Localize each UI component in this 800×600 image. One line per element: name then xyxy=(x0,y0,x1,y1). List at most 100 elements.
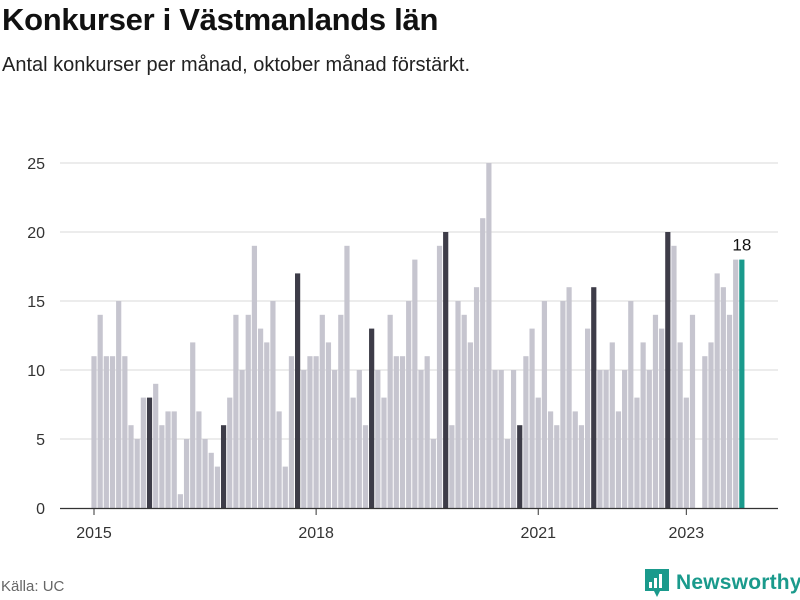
bar xyxy=(726,314,733,508)
bar xyxy=(517,425,523,508)
y-tick-label: 25 xyxy=(27,156,45,173)
bar xyxy=(202,439,208,508)
y-tick-label: 15 xyxy=(27,294,45,311)
bar xyxy=(134,439,140,508)
bar-chart: 0 5 10 15 20 25 2015 2018 2021 2023 18 xyxy=(27,156,778,542)
y-axis-tick-labels: 0 5 10 15 20 25 xyxy=(27,156,45,518)
bar xyxy=(714,273,720,508)
bar xyxy=(665,232,671,508)
bar xyxy=(362,425,369,508)
bar xyxy=(97,314,103,508)
bar xyxy=(498,370,504,508)
x-tick-label: 2023 xyxy=(669,525,705,542)
bar xyxy=(183,439,190,508)
bar xyxy=(369,328,375,508)
bar xyxy=(634,397,640,508)
bar xyxy=(190,342,196,508)
x-tick-label: 2018 xyxy=(298,525,334,542)
bar xyxy=(153,383,159,508)
bar xyxy=(146,397,153,508)
bar xyxy=(541,301,548,508)
bar xyxy=(566,287,572,508)
bar xyxy=(171,411,177,508)
bar xyxy=(603,370,609,508)
bar xyxy=(640,342,646,508)
bar xyxy=(504,439,510,508)
bar xyxy=(443,232,449,508)
x-axis: 2015 2018 2021 2023 xyxy=(60,507,778,542)
y-tick-label: 5 xyxy=(36,432,45,449)
bar xyxy=(683,397,689,508)
chart-subtitle: Antal konkurser per månad, oktober månad… xyxy=(2,54,471,76)
bar xyxy=(646,370,652,508)
bar xyxy=(461,314,467,508)
bar xyxy=(535,397,541,508)
bar xyxy=(220,425,227,508)
bar xyxy=(529,328,535,508)
bar xyxy=(739,259,745,508)
bar xyxy=(399,356,406,508)
bar xyxy=(165,411,171,508)
bar xyxy=(233,314,239,508)
bar xyxy=(375,370,381,508)
bar xyxy=(270,301,276,508)
y-tick-label: 20 xyxy=(27,225,45,242)
bar xyxy=(338,314,344,508)
bar xyxy=(677,342,683,508)
bar xyxy=(387,314,393,508)
x-tick-label: 2015 xyxy=(76,525,112,542)
bar xyxy=(91,356,97,508)
bar xyxy=(159,425,165,508)
bar xyxy=(307,356,313,508)
bar xyxy=(430,439,436,508)
bar xyxy=(319,314,325,508)
bar xyxy=(554,425,560,508)
bar xyxy=(467,342,473,508)
brand-name: Newsworthy xyxy=(676,571,800,594)
y-tick-label: 10 xyxy=(27,363,45,380)
bar xyxy=(560,301,566,508)
bar xyxy=(325,342,332,508)
bar xyxy=(301,370,307,508)
bar xyxy=(295,273,301,508)
source-note: Källa: UC xyxy=(1,578,65,595)
bars xyxy=(91,163,745,509)
bar xyxy=(177,494,183,508)
bar xyxy=(486,163,492,508)
bar xyxy=(116,301,122,508)
bar xyxy=(671,245,677,509)
bar xyxy=(622,370,628,508)
bar xyxy=(733,259,739,508)
bar xyxy=(412,259,418,508)
annotations: 18 xyxy=(732,236,751,255)
bar xyxy=(257,328,264,508)
bar xyxy=(276,411,282,508)
chart-title: Konkurser i Västmanlands län xyxy=(2,2,439,37)
bar xyxy=(140,397,146,508)
bar xyxy=(480,218,486,508)
bar xyxy=(708,342,714,508)
bar xyxy=(344,245,350,509)
bar xyxy=(288,356,295,508)
newsworthy-logo-icon xyxy=(645,569,669,597)
bar xyxy=(227,397,233,508)
bar xyxy=(702,356,708,508)
bar xyxy=(492,370,498,508)
bar xyxy=(313,356,319,508)
x-tick-label: 2021 xyxy=(520,525,556,542)
bar xyxy=(547,411,554,508)
bar xyxy=(591,287,597,508)
bar xyxy=(628,301,634,508)
bar xyxy=(424,356,430,508)
bar xyxy=(122,356,128,508)
bar xyxy=(615,411,622,508)
bar xyxy=(609,342,615,508)
bar xyxy=(418,370,424,508)
brand-logo[interactable]: Newsworthy xyxy=(644,568,800,598)
y-tick-label: 0 xyxy=(36,501,45,518)
bar xyxy=(689,314,696,508)
bar xyxy=(128,425,134,508)
bar xyxy=(578,425,585,508)
bar xyxy=(659,328,665,508)
bar xyxy=(239,370,245,508)
